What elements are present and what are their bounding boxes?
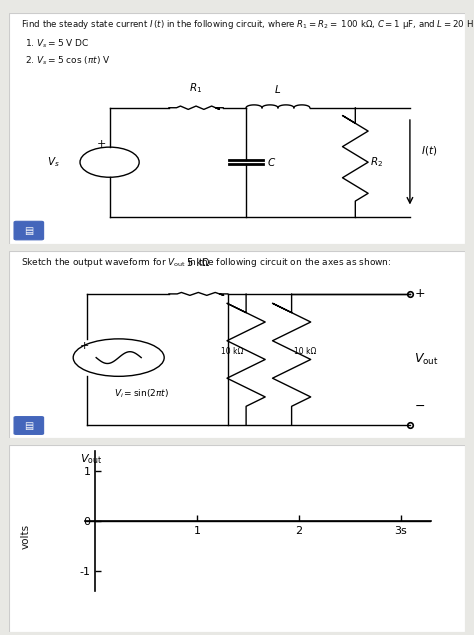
Text: $I(t)$: $I(t)$ (421, 144, 438, 157)
Text: volts: volts (21, 524, 31, 549)
Text: $V_{\mathrm{out}}$: $V_{\mathrm{out}}$ (80, 452, 102, 466)
FancyBboxPatch shape (9, 444, 465, 632)
Text: Find the steady state current $I\,(t)$ in the following circuit, where $R_1 = R_: Find the steady state current $I\,(t)$ i… (21, 18, 474, 32)
Text: Sketch the output waveform for $V_{\mathrm{out}}$ in the following circuit on th: Sketch the output waveform for $V_{\math… (21, 255, 392, 269)
Text: 2. $V_s = 5$ cos $(πt)$ V: 2. $V_s = 5$ cos $(πt)$ V (26, 55, 111, 67)
FancyBboxPatch shape (14, 222, 44, 240)
Text: $L$: $L$ (274, 83, 282, 95)
Text: $V_i = \sin(2\pi t)$: $V_i = \sin(2\pi t)$ (114, 387, 169, 400)
FancyBboxPatch shape (9, 251, 465, 438)
FancyBboxPatch shape (9, 13, 465, 244)
Text: −: − (414, 400, 425, 413)
Text: $C$: $C$ (266, 156, 276, 168)
FancyBboxPatch shape (14, 417, 44, 434)
Text: ▤: ▤ (24, 225, 33, 236)
Text: 5 kΩ: 5 kΩ (187, 258, 210, 268)
Text: 1. $V_s = 5$ V DC: 1. $V_s = 5$ V DC (26, 37, 90, 50)
Text: $R_2$: $R_2$ (370, 156, 383, 169)
Text: $V_s$: $V_s$ (47, 156, 60, 169)
Text: 10 kΩ: 10 kΩ (221, 347, 244, 356)
Text: 10 kΩ: 10 kΩ (294, 347, 316, 356)
Text: $R_1$: $R_1$ (190, 81, 203, 95)
Text: +: + (97, 140, 106, 149)
Text: $V_{\mathrm{out}}$: $V_{\mathrm{out}}$ (414, 352, 439, 367)
Text: ▤: ▤ (24, 421, 33, 431)
Text: +: + (80, 341, 90, 351)
Text: +: + (414, 288, 425, 300)
